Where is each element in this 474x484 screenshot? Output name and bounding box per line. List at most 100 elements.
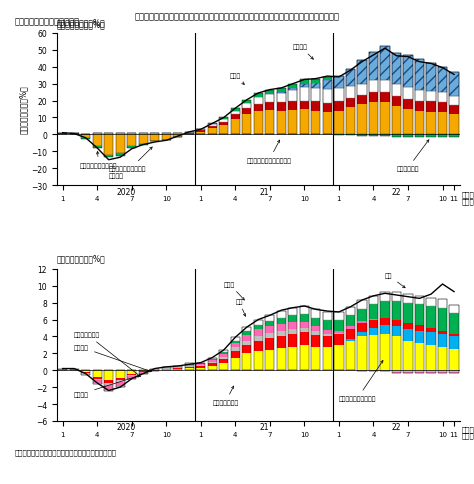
Bar: [300, 322, 309, 328]
Bar: [311, 84, 320, 89]
Bar: [138, 135, 148, 144]
Bar: [150, 134, 159, 135]
Bar: [162, 367, 171, 370]
Bar: [392, 372, 401, 373]
Bar: [277, 94, 286, 103]
Bar: [219, 353, 228, 354]
Bar: [116, 382, 125, 387]
Bar: [288, 111, 298, 135]
Bar: [415, 60, 424, 91]
Bar: [380, 47, 390, 81]
Bar: [81, 370, 90, 376]
Bar: [242, 345, 251, 354]
Bar: [369, 320, 378, 328]
Text: 鉄鋼: 鉄鋼: [235, 299, 246, 317]
Bar: [392, 302, 401, 320]
Bar: [369, 52, 378, 137]
Bar: [162, 135, 171, 141]
Bar: [346, 307, 355, 370]
Bar: [369, 296, 378, 304]
Bar: [346, 87, 355, 99]
Bar: [277, 89, 286, 93]
Bar: [311, 332, 320, 335]
Bar: [357, 301, 366, 309]
Text: 為替要因: 為替要因: [293, 45, 313, 60]
Bar: [208, 360, 217, 361]
Bar: [438, 331, 447, 334]
Bar: [242, 341, 251, 345]
Bar: [346, 108, 355, 135]
Bar: [438, 300, 447, 373]
Bar: [300, 88, 309, 101]
Bar: [392, 96, 401, 106]
Bar: [92, 379, 102, 380]
Bar: [277, 111, 286, 135]
Text: （年）: （年）: [462, 431, 474, 438]
Bar: [449, 135, 459, 137]
Bar: [415, 326, 424, 331]
Bar: [438, 103, 447, 113]
Bar: [254, 111, 263, 135]
Bar: [438, 372, 447, 373]
Bar: [323, 113, 332, 135]
Bar: [427, 92, 436, 102]
Text: 輸入物価は国際商品市況が下がる中で上昇幅を縮めているが、企業物価は引き続き高い伸び: 輸入物価は国際商品市況が下がる中で上昇幅を縮めているが、企業物価は引き続き高い伸…: [135, 12, 339, 21]
Bar: [265, 350, 274, 370]
Bar: [277, 324, 286, 331]
Bar: [92, 134, 102, 135]
Bar: [449, 337, 459, 349]
Bar: [357, 309, 366, 321]
Bar: [438, 68, 447, 137]
Bar: [427, 63, 436, 92]
Bar: [323, 337, 332, 348]
Bar: [300, 306, 309, 370]
Bar: [357, 61, 366, 85]
Bar: [380, 370, 390, 371]
Bar: [208, 124, 217, 135]
Bar: [288, 102, 298, 111]
Bar: [300, 333, 309, 345]
Bar: [265, 111, 274, 135]
Bar: [219, 118, 228, 120]
Bar: [403, 295, 412, 303]
Bar: [449, 313, 459, 334]
Bar: [219, 360, 228, 363]
Bar: [323, 312, 332, 370]
Bar: [415, 331, 424, 344]
Bar: [346, 329, 355, 339]
Bar: [219, 126, 228, 135]
Bar: [392, 293, 401, 302]
Bar: [403, 329, 412, 341]
Bar: [357, 85, 366, 95]
Bar: [369, 93, 378, 103]
Bar: [357, 135, 366, 137]
Bar: [254, 351, 263, 370]
Bar: [311, 335, 320, 347]
Bar: [265, 91, 274, 94]
Bar: [380, 81, 390, 93]
Bar: [92, 370, 102, 384]
Bar: [242, 115, 251, 135]
Bar: [357, 370, 366, 371]
Bar: [58, 134, 67, 135]
Bar: [449, 305, 459, 373]
Bar: [288, 85, 298, 135]
Bar: [357, 323, 366, 333]
Bar: [300, 315, 309, 322]
Bar: [334, 89, 344, 102]
Bar: [427, 63, 436, 137]
Bar: [392, 327, 401, 337]
Bar: [127, 135, 137, 147]
Bar: [173, 134, 182, 137]
Bar: [392, 293, 401, 373]
Text: 21: 21: [259, 187, 269, 196]
Bar: [357, 337, 366, 370]
Bar: [127, 376, 137, 377]
Bar: [449, 305, 459, 313]
Bar: [231, 115, 240, 120]
Bar: [208, 127, 217, 129]
Bar: [219, 118, 228, 135]
Bar: [116, 135, 125, 153]
Bar: [116, 370, 125, 378]
Bar: [300, 101, 309, 110]
